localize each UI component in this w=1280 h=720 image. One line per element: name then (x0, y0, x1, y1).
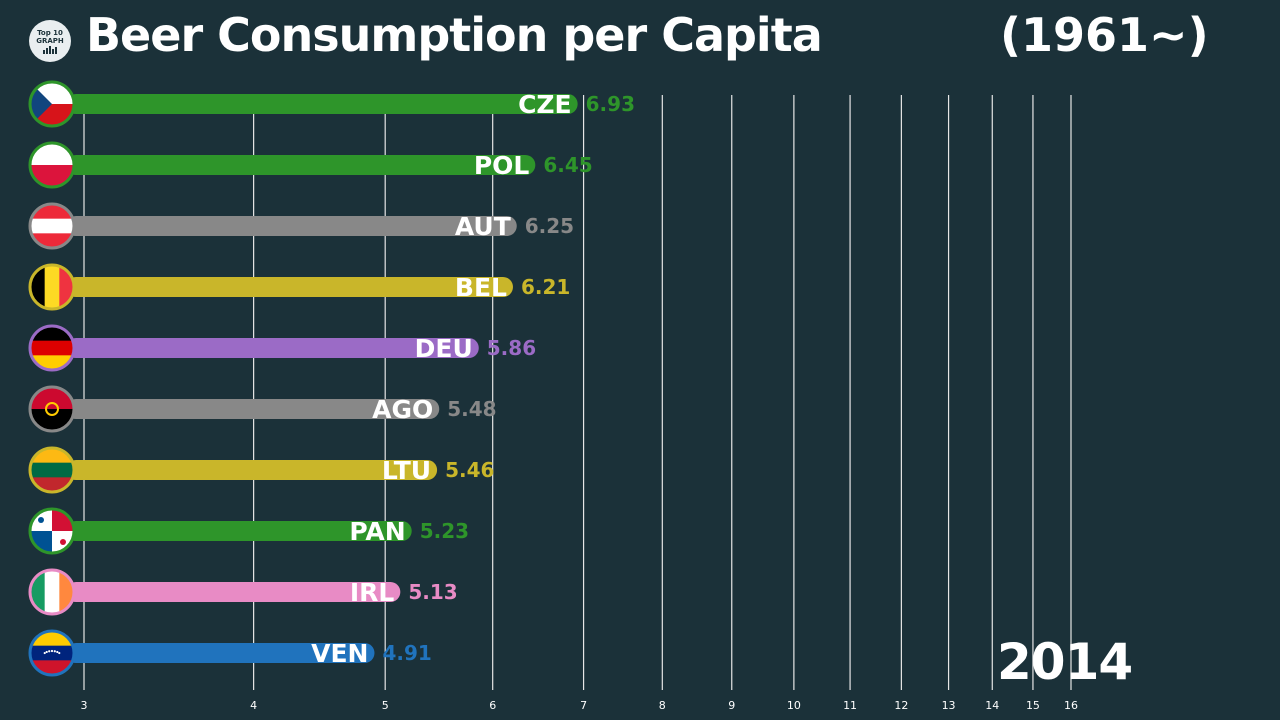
bar-value-label: 5.46 (445, 458, 494, 482)
bar-value-label: 6.93 (586, 92, 635, 116)
x-tick-label: 6 (489, 699, 496, 712)
bar-row-deu: DEU 5.86 (28, 324, 536, 372)
bar (66, 155, 536, 175)
bar-value-label: 6.45 (543, 153, 592, 177)
bars: CZE 6.93 POL 6.45 AUT 6.25 BEL 6.21 DEU 5.86 AGO 5.… (28, 80, 635, 677)
flag-ring (28, 141, 76, 189)
bar-row-irl: IRL 5.13 (28, 568, 458, 616)
x-tick-label: 3 (81, 699, 88, 712)
bar (66, 582, 401, 602)
bar-country-label: DEU (415, 334, 473, 363)
bar-value-label: 5.48 (447, 397, 496, 421)
chart-subtitle: (1961~) (1000, 8, 1209, 62)
x-tick-label: 14 (985, 699, 999, 712)
x-tick-label: 9 (728, 699, 735, 712)
bar (66, 94, 578, 114)
bar (66, 399, 440, 419)
x-tick-label: 4 (250, 699, 257, 712)
bar (66, 460, 438, 480)
bar-country-label: PAN (349, 517, 405, 546)
bar-row-pol: POL 6.45 (28, 141, 593, 189)
angola-flag-icon (30, 387, 74, 431)
bar-row-aut: AUT 6.25 (28, 202, 574, 250)
logo-line1: Top 10 (37, 28, 63, 37)
flag-ring (28, 80, 76, 128)
gridlines (83, 95, 1072, 690)
flag-ring (28, 507, 76, 555)
bar-chart-icon (43, 45, 57, 54)
logo-line2: GRAPH (36, 36, 64, 45)
flag-ring (28, 446, 76, 494)
bar-country-label: VEN (311, 639, 368, 668)
bar-value-label: 6.25 (525, 214, 574, 238)
x-tick-label: 5 (382, 699, 389, 712)
year-label: 2014 (997, 633, 1133, 691)
flag-ring (28, 385, 76, 433)
bar-country-label: LTU (382, 456, 431, 485)
bar (66, 643, 375, 663)
flag-ring (28, 263, 76, 311)
x-axis-ticks: 3 4 5 6 7 8 9 10 11 12 13 14 15 16 (81, 699, 1079, 712)
bar (66, 521, 412, 541)
bar-value-label: 5.13 (408, 580, 457, 604)
bar-row-pan: PAN 5.23 (28, 507, 469, 555)
bar-row-ltu: LTU 5.46 (28, 446, 494, 494)
x-tick-label: 12 (894, 699, 908, 712)
bar-country-label: AUT (455, 212, 511, 241)
czech-flag-icon (30, 82, 74, 126)
chart-title: Beer Consumption per Capita (86, 8, 823, 62)
bar-row-ago: AGO 5.48 (28, 385, 497, 433)
flag-ring (28, 568, 76, 616)
flag-ring (28, 629, 76, 677)
bar-value-label: 6.21 (521, 275, 570, 299)
top10graph-logo: Top 10 GRAPH (29, 20, 71, 62)
bar-row-cze: CZE 6.93 (28, 80, 635, 128)
x-tick-label: 16 (1064, 699, 1078, 712)
x-tick-label: 15 (1026, 699, 1040, 712)
bar-country-label: BEL (455, 273, 507, 302)
x-tick-label: 7 (580, 699, 587, 712)
flag-ring (28, 324, 76, 372)
x-tick-label: 8 (659, 699, 666, 712)
bar-country-label: IRL (350, 578, 395, 607)
x-tick-label: 13 (942, 699, 956, 712)
flag-ring (28, 202, 76, 250)
bar-value-label: 5.23 (420, 519, 469, 543)
bar-row-bel: BEL 6.21 (28, 263, 570, 311)
poland-flag-icon (30, 143, 74, 187)
bar-country-label: CZE (518, 90, 572, 119)
bar-country-label: AGO (372, 395, 433, 424)
bar (66, 338, 479, 358)
bar-value-label: 4.91 (382, 641, 431, 665)
bar (66, 277, 513, 297)
x-tick-label: 10 (787, 699, 801, 712)
x-tick-label: 11 (843, 699, 857, 712)
bar-country-label: POL (474, 151, 530, 180)
bar-value-label: 5.86 (487, 336, 536, 360)
bar-row-ven: VEN 4.91 (28, 629, 432, 677)
bar (66, 216, 517, 236)
